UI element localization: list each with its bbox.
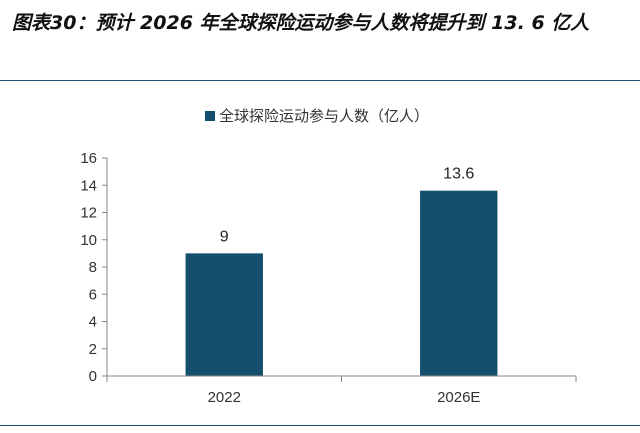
y-tick-label: 14 <box>80 177 97 194</box>
top-rule <box>0 80 640 81</box>
bottom-rule <box>0 425 640 426</box>
bars <box>185 190 498 376</box>
y-tick-label: 12 <box>80 205 97 222</box>
x-tick-label: 2026E <box>437 389 480 406</box>
data-labels: 913.6 <box>220 166 475 246</box>
legend-label: 全球探险运动参与人数（亿人） <box>219 107 429 125</box>
legend: 全球探险运动参与人数（亿人） <box>205 107 429 125</box>
y-tick-label: 0 <box>89 368 97 385</box>
y-tick-label: 10 <box>80 232 97 249</box>
bar-2022 <box>185 253 263 376</box>
y-tick-label: 8 <box>89 259 97 276</box>
legend-swatch <box>205 111 215 121</box>
x-axis: 2022 2026E <box>106 375 577 406</box>
data-label: 13.6 <box>443 166 474 183</box>
data-label: 9 <box>220 228 229 245</box>
figure-title: 图表30：预计 2026 年全球探险运动参与人数将提升到 13. 6 亿人 <box>12 12 590 34</box>
y-tick-label: 6 <box>89 286 97 303</box>
y-tick-label: 2 <box>89 341 97 358</box>
y-axis: 0 2 4 6 8 10 12 14 16 <box>80 150 108 385</box>
y-tick-label: 16 <box>80 150 97 167</box>
x-tick-label: 2022 <box>208 389 241 406</box>
y-tick-label: 4 <box>89 314 97 331</box>
bar-2026e <box>420 190 498 376</box>
